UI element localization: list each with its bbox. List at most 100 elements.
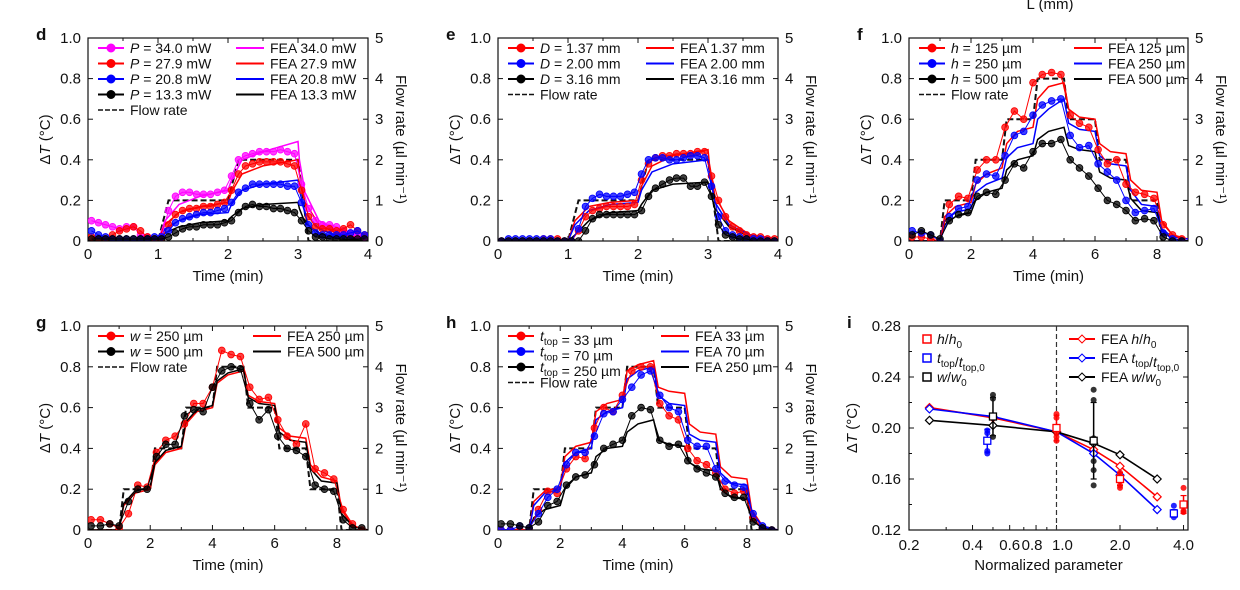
legend-fea-label: FEA 34.0 mW (270, 40, 357, 56)
data-point (283, 444, 291, 453)
data-point (1122, 196, 1130, 205)
data-point (1047, 139, 1056, 148)
data-point (683, 456, 692, 465)
data-point (234, 188, 243, 197)
data-point (1075, 119, 1084, 128)
data-point (707, 192, 716, 201)
data-point (206, 190, 215, 199)
data-point (749, 237, 758, 241)
data-point (534, 518, 543, 526)
plot-frame (908, 37, 1189, 242)
data-point (954, 192, 963, 201)
data-point (273, 416, 282, 424)
data-point (991, 190, 1000, 199)
y-tick-label: 0.6 (60, 400, 81, 417)
y2-tick-label: 0 (375, 233, 383, 250)
data-point (1178, 237, 1186, 241)
y-axis-label: ΔT (°C) (844, 403, 861, 453)
panel-i: i 0.2 0.4 0.6 0.8 1.0 2.0 4.0 0.12 0.16 0.20 0.24 0.… (844, 313, 1194, 574)
fea-marker (1152, 504, 1163, 515)
data-point (936, 235, 944, 241)
plot-frame (87, 325, 369, 531)
raw-point (984, 430, 991, 437)
data-point (742, 235, 751, 241)
data-point (973, 176, 981, 184)
data-point (1131, 188, 1140, 197)
raw-point (1180, 484, 1187, 491)
data-point (164, 233, 173, 241)
data-point (609, 440, 617, 449)
data-point (189, 405, 198, 414)
x-tick-label: 0 (494, 246, 502, 263)
legend-swatch-square (922, 372, 932, 382)
data-point (339, 515, 347, 524)
data-point (136, 227, 145, 235)
data-point (693, 151, 702, 160)
y-tick-label: 0.8 (470, 71, 491, 88)
data-point (227, 216, 236, 225)
data-point (518, 237, 527, 241)
y2-tick-label: 2 (375, 152, 383, 169)
data-point (1010, 107, 1019, 115)
fea-line (88, 369, 368, 530)
y-tick-label: 0.6 (470, 400, 491, 417)
flow-rate-line (88, 365, 368, 530)
data-point (220, 186, 229, 195)
data-point (178, 214, 187, 223)
data-point (627, 411, 636, 420)
data-point (185, 212, 194, 221)
y-tick-label: 0.8 (60, 71, 81, 88)
data-point (1001, 176, 1009, 184)
fea-line (929, 419, 1158, 480)
data-point (255, 395, 263, 404)
fea-line (498, 148, 778, 241)
data-point (290, 208, 299, 217)
data-point (320, 485, 329, 494)
data-point (1047, 97, 1056, 105)
data-point (1019, 115, 1028, 123)
data-point (574, 237, 583, 241)
data-point (276, 145, 285, 154)
data-point (609, 202, 618, 211)
data-point (1085, 141, 1093, 150)
data-point (311, 481, 319, 489)
x-tick-label: 8 (743, 535, 751, 552)
y2-tick-label: 1 (375, 481, 383, 498)
data-point (599, 409, 608, 418)
data-point (665, 403, 673, 412)
data-point (227, 362, 235, 371)
data-point (171, 192, 180, 201)
data-point (164, 206, 173, 215)
y-tick-label: 1.0 (470, 318, 491, 335)
data-point (739, 483, 748, 491)
data-point (199, 190, 208, 199)
legend-swatch-marker (106, 347, 116, 356)
panel-letter: d (36, 25, 46, 44)
data-point (693, 464, 701, 473)
data-point (273, 432, 282, 440)
data-point (276, 158, 285, 166)
data-point (304, 227, 313, 235)
raw-point (1053, 437, 1060, 444)
data-point (982, 188, 991, 197)
mean-marker (1169, 509, 1179, 518)
data-point (297, 198, 306, 207)
y-tick-label: 0.2 (881, 192, 902, 209)
data-point (637, 206, 646, 215)
data-point (1122, 206, 1130, 215)
data-point (588, 206, 597, 215)
data-point (133, 485, 142, 494)
data-point (630, 200, 639, 209)
data-point (255, 147, 264, 156)
data-point (1019, 127, 1028, 136)
plot-area (498, 147, 778, 241)
data-point (702, 442, 711, 451)
legend-fea-label: FEA w/w0 (1101, 369, 1162, 389)
y-tick-label: 0.2 (60, 192, 81, 209)
data-point (498, 237, 506, 241)
data-point (152, 452, 161, 461)
data-point (590, 432, 599, 440)
legend-flow-label: Flow rate (130, 359, 188, 375)
legend-flow-label: Flow rate (540, 375, 598, 391)
y-tick-label: 0.4 (881, 152, 902, 169)
